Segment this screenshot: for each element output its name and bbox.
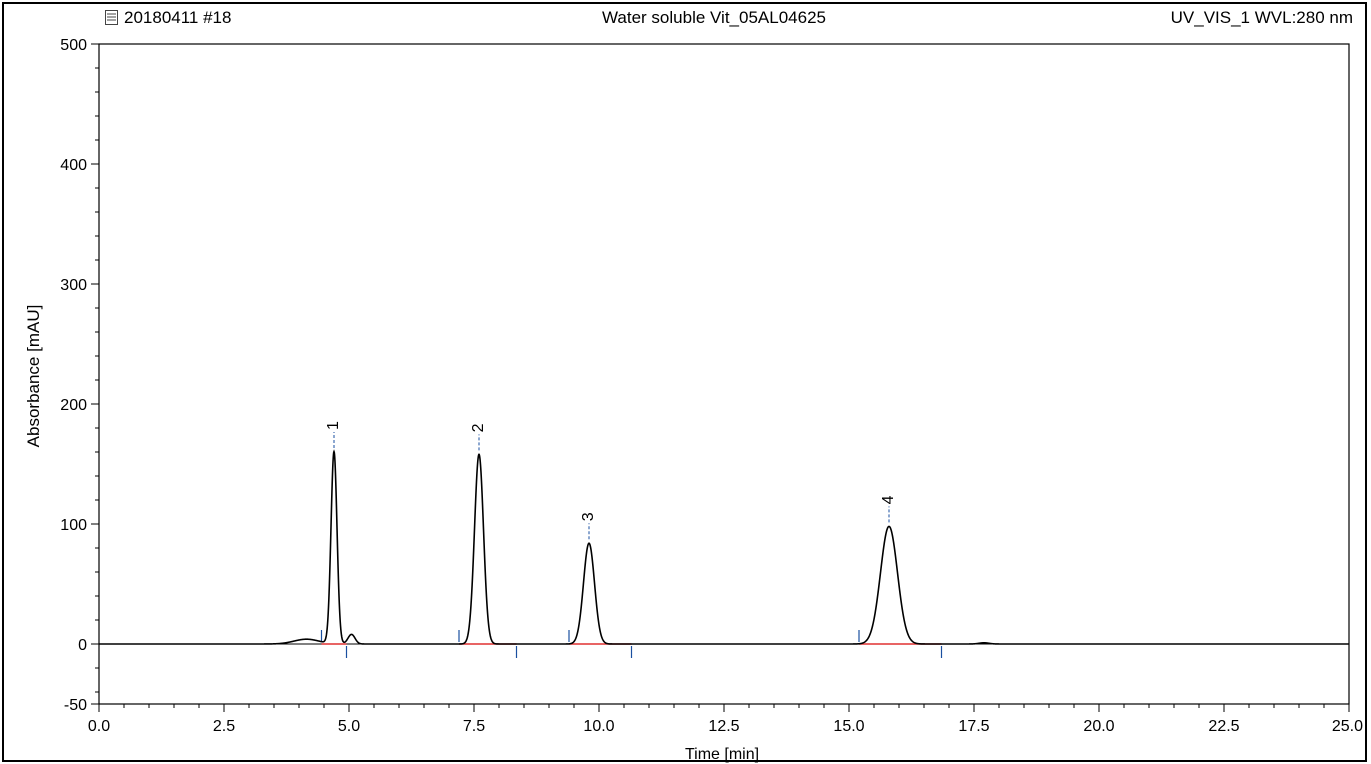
y-tick-label: -50	[64, 697, 87, 714]
peak-label: 1	[325, 421, 342, 430]
peak-label: 4	[880, 495, 897, 504]
x-tick-label: 20.0	[1083, 718, 1114, 735]
x-tick-label: 5.0	[338, 718, 360, 735]
chromatogram-trace	[99, 449, 1349, 645]
y-tick-label: 200	[60, 397, 87, 414]
peak-label: 3	[580, 512, 597, 521]
plot-area-border	[98, 43, 1350, 705]
x-tick-label: 22.5	[1208, 718, 1239, 735]
peak-label: 2	[470, 423, 487, 432]
chart-title: Water soluble Vit_05AL04625	[602, 8, 826, 27]
y-tick-label: 500	[60, 37, 87, 54]
y-axis-label: Absorbance [mAU]	[24, 304, 43, 448]
x-tick-label: 17.5	[958, 718, 989, 735]
x-tick-label: 7.5	[463, 718, 485, 735]
x-tick-label: 15.0	[833, 718, 864, 735]
detector-channel: UV_VIS_1 WVL:280 nm	[1170, 8, 1353, 27]
x-tick-label: 12.5	[708, 718, 739, 735]
y-tick-label: 0	[78, 637, 87, 654]
chromatogram-chart: 1 2 3 4 0.0 2.5 5.0 7.5 10.0 12.5 15.0 17.5 20.0 22.…	[60, 37, 1363, 735]
sample-icon	[105, 10, 118, 25]
x-tick-label: 10.0	[583, 718, 614, 735]
y-tick-label: 300	[60, 277, 87, 294]
x-tick-label: 0.0	[88, 718, 110, 735]
x-tick-label: 25.0	[1332, 718, 1363, 735]
y-tick-label: 100	[60, 517, 87, 534]
y-tick-label: 400	[60, 157, 87, 174]
x-tick-label: 2.5	[213, 718, 235, 735]
sample-name: 20180411 #18	[124, 8, 232, 27]
x-axis-label: Time [min]	[684, 746, 760, 763]
